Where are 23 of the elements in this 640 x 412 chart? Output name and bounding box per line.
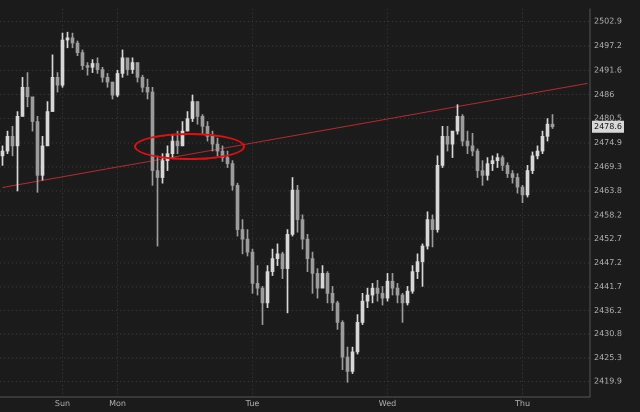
- y-tick-label: 2452.7: [594, 234, 622, 244]
- y-tick-label: 2480.5: [594, 114, 622, 123]
- x-tick-label: Tue: [244, 398, 260, 408]
- y-tick-label: 2469.3: [594, 162, 622, 172]
- y-tick-label: 2497.2: [594, 41, 622, 50]
- y-tick-label: 2502.9: [594, 16, 622, 26]
- y-tick-label: 2425.3: [594, 353, 622, 362]
- y-tick-label: 2463.8: [594, 186, 622, 196]
- y-tick-label: 2458.2: [594, 210, 622, 220]
- x-tick-label: Wed: [378, 398, 396, 408]
- y-tick-label: 2486: [594, 90, 614, 99]
- y-tick-label: 2430.8: [594, 329, 622, 338]
- x-tick-label: Mon: [109, 398, 126, 408]
- y-tick-label: 2441.7: [594, 282, 622, 291]
- y-tick-label: 2436.2: [594, 306, 622, 315]
- y-tick-label: 2447.2: [594, 258, 622, 268]
- candlestick: [550, 114, 554, 129]
- y-tick-label: 2491.6: [594, 65, 622, 74]
- x-tick-label: Thu: [514, 398, 530, 408]
- annotation: 2478.6: [594, 122, 622, 131]
- y-tick-label: 2419.9: [594, 376, 622, 386]
- y-tick-label: 2474.9: [594, 138, 622, 147]
- x-tick-label: Sun: [54, 398, 70, 408]
